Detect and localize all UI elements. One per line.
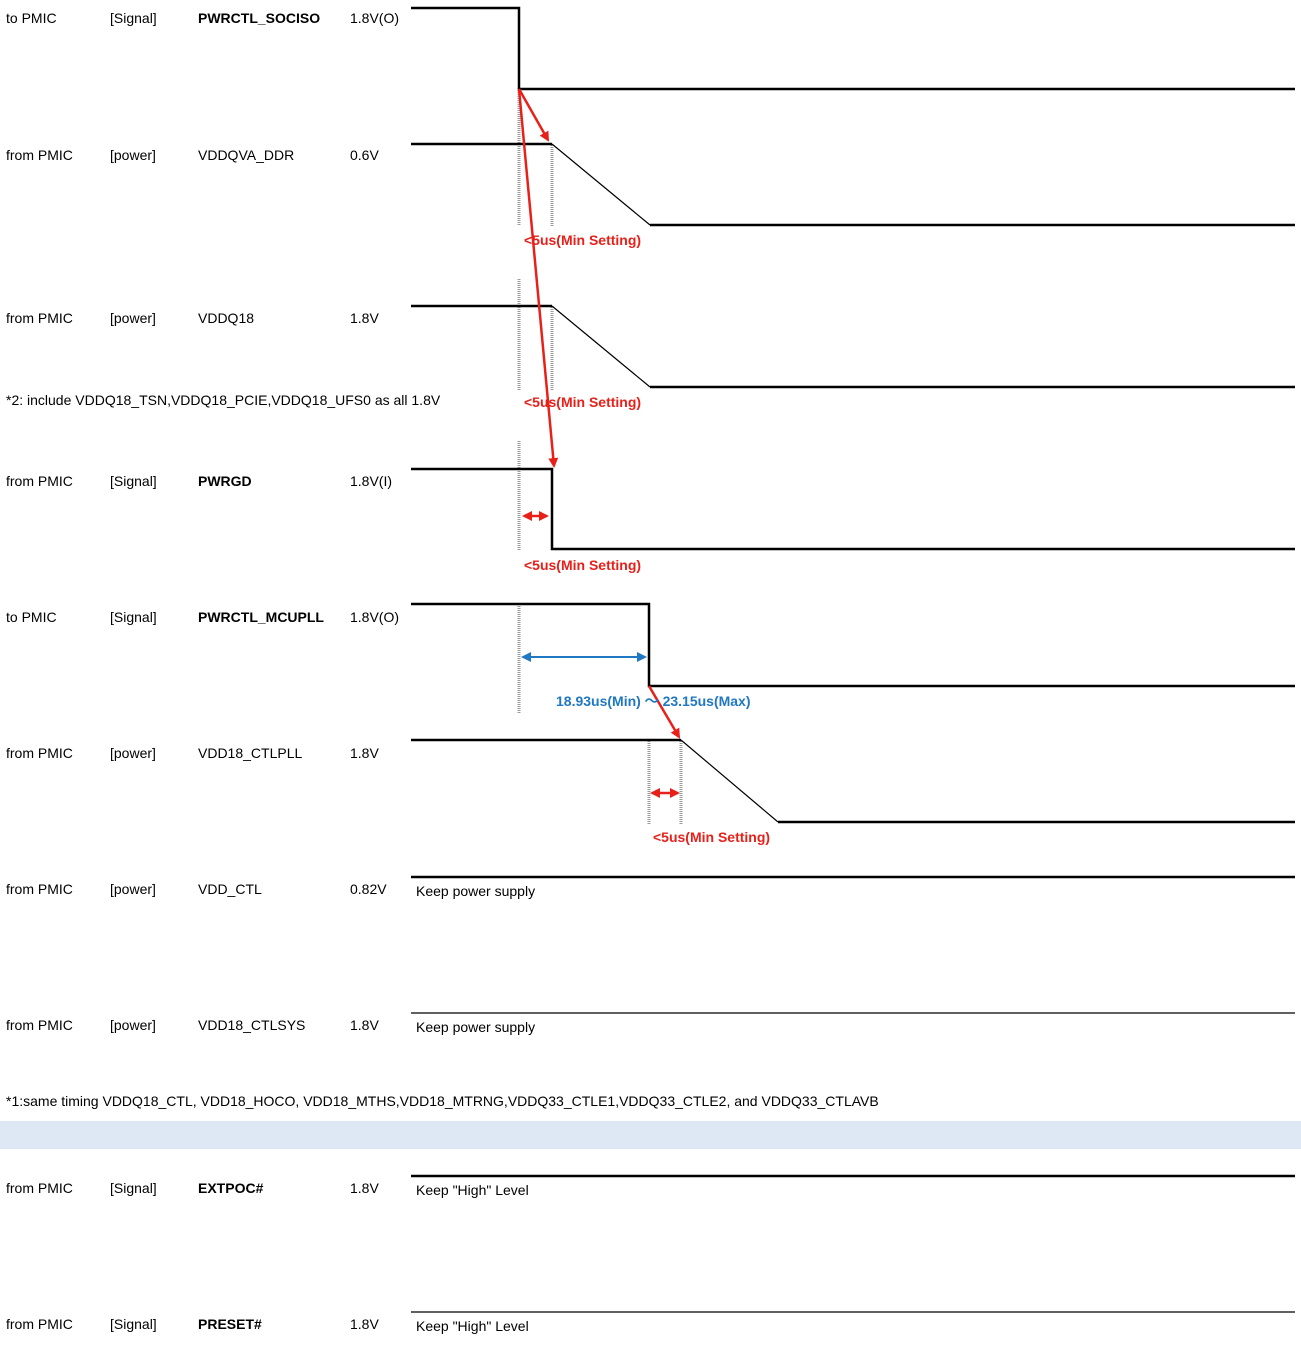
row-type-label: [Signal]: [110, 473, 157, 489]
row-name-label: VDD_CTL: [198, 881, 262, 897]
row-dir-label: from PMIC: [6, 310, 73, 326]
keep-power-label: Keep power supply: [416, 883, 535, 899]
keep-high-label: Keep "High" Level: [416, 1318, 529, 1334]
row-dir-label: from PMIC: [6, 881, 73, 897]
ramp-vddq18: [551, 305, 651, 388]
row-dir-label: from PMIC: [6, 473, 73, 489]
red-arrow: [647, 685, 681, 739]
waveform-pwrctl-sociso: [411, 6, 1295, 91]
row-type-label: [Signal]: [110, 609, 157, 625]
ramp-vddqva-ddr: [551, 143, 651, 226]
waveforms: [411, 6, 1295, 1178]
row-name-label: PWRCTL_MCUPLL: [198, 609, 324, 625]
row-dir-label: from PMIC: [6, 147, 73, 163]
row-type-label: [power]: [110, 881, 156, 897]
row-dir-label: from PMIC: [6, 1017, 73, 1033]
waveform-ramps: [411, 143, 1295, 1313]
row-dir-label: to PMIC: [6, 609, 57, 625]
red-arrow: [517, 88, 550, 142]
row-name-label: PWRCTL_SOCISO: [198, 10, 321, 26]
min-setting-label: <5us(Min Setting): [524, 557, 641, 573]
row-name-label: PWRGD: [198, 473, 252, 489]
row-level-label: 1.8V: [350, 1180, 379, 1196]
row-type-label: [Signal]: [110, 1180, 157, 1196]
blue-range-label: 18.93us(Min) 〜 23.15us(Max): [556, 693, 751, 709]
row-type-label: [Signal]: [110, 1316, 157, 1332]
row-dir-label: from PMIC: [6, 1316, 73, 1332]
keep-power-label: Keep power supply: [416, 1019, 535, 1035]
min-setting-label: <5us(Min Setting): [524, 394, 641, 410]
red-arrows: [517, 88, 681, 798]
row-level-label: 0.6V: [350, 147, 379, 163]
row-dir-label: to PMIC: [6, 10, 57, 26]
row-type-label: [power]: [110, 147, 156, 163]
min-setting-label: <5us(Min Setting): [653, 829, 770, 845]
row-name-label: VDD18_CTLSYS: [198, 1017, 306, 1033]
note-same-timing: *1:same timing VDDQ18_CTL, VDD18_HOCO, V…: [6, 1093, 879, 1109]
row-dir-label: from PMIC: [6, 1180, 73, 1196]
row-type-label: [Signal]: [110, 10, 157, 26]
keep-high-label: Keep "High" Level: [416, 1182, 529, 1198]
red-arrow: [517, 88, 559, 468]
note-vddq18-includes: *2: include VDDQ18_TSN,VDDQ18_PCIE,VDDQ1…: [6, 392, 441, 408]
row-name-label: VDDQ18: [198, 310, 255, 326]
row-level-label: 1.8V(O): [350, 609, 400, 625]
row-type-label: [power]: [110, 310, 156, 326]
row-dir-label: from PMIC: [6, 745, 73, 761]
row-type-label: [power]: [110, 745, 156, 761]
row-level-label: 1.8V: [350, 1017, 379, 1033]
separator-band: [0, 1121, 1301, 1149]
row-name-label: VDDQVA_DDR: [198, 147, 295, 163]
guide-lines: [517, 88, 683, 824]
row-level-label: 1.8V: [350, 310, 379, 326]
row-level-label: 1.8V: [350, 745, 379, 761]
ramp-vdd18-ctlpll: [680, 739, 779, 823]
row-level-label: 0.82V: [350, 881, 387, 897]
row-name-label: PRESET#: [198, 1316, 262, 1332]
row-level-label: 1.8V: [350, 1316, 379, 1332]
waveform-pwrgd: [411, 467, 1295, 551]
row-type-label: [power]: [110, 1017, 156, 1033]
row-level-label: 1.8V(I): [350, 473, 393, 489]
row-level-label: 1.8V(O): [350, 10, 400, 26]
min-setting-label: <5us(Min Setting): [524, 232, 641, 248]
row-name-label: EXTPOC#: [198, 1180, 264, 1196]
waveform-pwrctl-mcupll: [411, 602, 1295, 688]
row-name-label: VDD18_CTLPLL: [198, 745, 303, 761]
